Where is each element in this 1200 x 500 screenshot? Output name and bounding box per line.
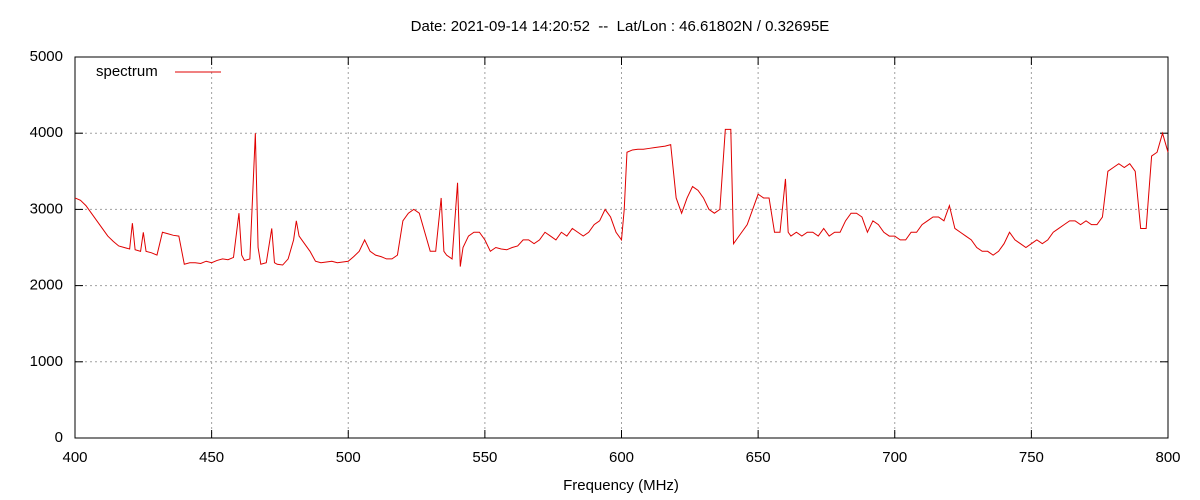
- y-tick-label: 0: [55, 429, 63, 446]
- y-tick-label: 4000: [30, 124, 63, 141]
- series-line: [74, 128, 1169, 267]
- x-axis-label: Frequency (MHz): [563, 477, 679, 494]
- x-tick-label: 750: [1019, 449, 1044, 466]
- x-tick-label: 800: [1155, 449, 1180, 466]
- y-tick-label: 3000: [30, 200, 63, 217]
- x-tick-label: 600: [609, 449, 634, 466]
- x-tick-label: 400: [62, 449, 87, 466]
- x-tick-label: 500: [336, 449, 361, 466]
- x-tick-label: 450: [199, 449, 224, 466]
- x-tick-label: 650: [746, 449, 771, 466]
- y-tick-label: 2000: [30, 277, 63, 294]
- chart-title: Date: 2021-09-14 14:20:52 -- Lat/Lon : 4…: [411, 18, 830, 35]
- x-tick-label: 700: [882, 449, 907, 466]
- y-tick-label: 1000: [30, 353, 63, 370]
- legend-label: spectrum: [96, 63, 158, 80]
- y-tick-label: 5000: [30, 48, 63, 65]
- x-tick-label: 550: [472, 449, 497, 466]
- plot-frame: [74, 56, 1169, 439]
